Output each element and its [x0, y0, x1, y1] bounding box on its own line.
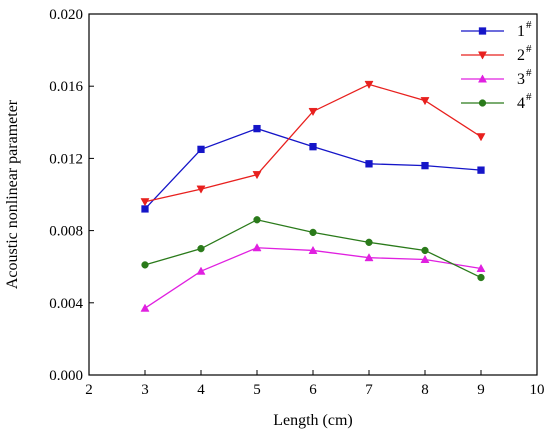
- y-tick-label: 0.016: [49, 79, 83, 95]
- x-tick-label: 6: [309, 382, 317, 398]
- data-point: [197, 145, 205, 154]
- axis-ticks: 2 3 4 5 6 7 8 9 10 0.000 0.004 0.008 0.012 0.016 0.020: [49, 7, 544, 398]
- series-3: [140, 243, 486, 312]
- data-point: [141, 261, 149, 269]
- legend: 1 #2 #3 #4 #: [461, 19, 532, 112]
- legend-label-sup: #: [526, 43, 532, 55]
- legend-item: 1 #: [461, 19, 532, 40]
- data-point: [196, 185, 206, 194]
- x-tick-label: 5: [253, 382, 261, 398]
- data-point: [309, 228, 317, 237]
- x-tick-label: 7: [365, 382, 373, 398]
- series-1: [141, 124, 485, 213]
- legend-marker: [477, 51, 488, 60]
- series-line: [144, 247, 482, 309]
- data-point: [420, 254, 430, 263]
- data-point: [477, 166, 485, 174]
- legend-label-sup: #: [526, 67, 532, 79]
- legend-label: 4: [517, 95, 525, 112]
- legend-item: 3 #: [461, 67, 532, 88]
- data-point: [477, 273, 485, 282]
- legend-item: 4 #: [461, 91, 532, 112]
- data-point: [364, 80, 374, 89]
- x-tick-label: 4: [197, 382, 205, 398]
- data-point: [476, 263, 486, 273]
- legend-item: 2 #: [461, 43, 532, 64]
- y-tick-label: 0.008: [49, 224, 83, 240]
- x-tick-label: 8: [421, 382, 429, 398]
- legend-label: 2: [517, 47, 525, 64]
- data-point: [364, 253, 374, 262]
- data-point: [476, 133, 486, 142]
- plot-frame: [88, 13, 538, 376]
- x-tick-label: 9: [477, 382, 485, 398]
- data-point: [252, 243, 262, 252]
- legend-label-sup: #: [526, 19, 532, 31]
- y-tick-label: 0.004: [49, 296, 83, 312]
- legend-label: 1: [517, 23, 525, 40]
- x-tick-label: 3: [141, 382, 149, 398]
- legend-label-sup: #: [526, 91, 532, 103]
- series-4: [141, 216, 485, 282]
- data-point: [365, 238, 373, 246]
- data-point: [253, 216, 261, 224]
- data-point: [421, 161, 429, 170]
- data-point: [253, 124, 261, 133]
- legend-label: 3: [517, 71, 525, 88]
- legend-marker: [478, 27, 487, 35]
- legend-marker: [477, 74, 488, 83]
- data-point: [197, 245, 205, 253]
- data-point: [308, 107, 318, 117]
- y-axis-title: Acoustic nonlinear parameter: [4, 99, 21, 289]
- data-point: [141, 205, 149, 213]
- data-point: [252, 171, 262, 180]
- data-point: [420, 97, 430, 106]
- data-point: [365, 160, 373, 168]
- series-layer: [140, 80, 486, 312]
- data-point: [196, 266, 206, 275]
- data-point: [140, 303, 150, 312]
- y-tick-label: 0.000: [49, 368, 83, 384]
- x-tick-label: 2: [85, 382, 93, 398]
- y-tick-label: 0.020: [49, 7, 83, 23]
- data-point: [140, 198, 150, 207]
- data-point: [421, 246, 429, 255]
- x-axis-title: Length (cm): [273, 412, 353, 429]
- y-tick-label: 0.012: [49, 151, 83, 167]
- legend-marker: [478, 99, 487, 107]
- series-line: [144, 127, 482, 210]
- x-tick-label: 10: [530, 382, 545, 398]
- series-2: [140, 80, 486, 207]
- data-point: [309, 143, 317, 151]
- data-point: [308, 245, 318, 254]
